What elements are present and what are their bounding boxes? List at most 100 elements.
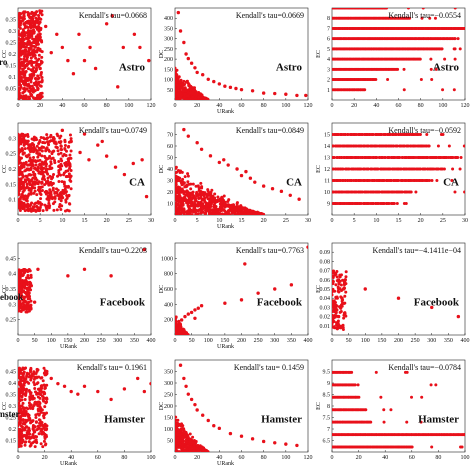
- data-point: [29, 203, 33, 207]
- data-point: [18, 185, 21, 189]
- data-point: [20, 166, 24, 170]
- data-point: [289, 283, 294, 287]
- y-axis-label: EC: [316, 285, 322, 293]
- x-tick-label: 40: [216, 103, 222, 109]
- data-point: [199, 304, 204, 308]
- data-point: [182, 79, 186, 83]
- y-tick-label: 12: [324, 167, 330, 173]
- data-point: [178, 170, 182, 174]
- data-point: [27, 415, 31, 419]
- data-point: [199, 196, 203, 200]
- data-point: [19, 382, 23, 386]
- data-point: [27, 143, 31, 147]
- y-tick-label: 50: [167, 156, 173, 162]
- kendall-tau-annotation: Kendall's tau=0.7763: [236, 246, 304, 255]
- data-point: [30, 12, 34, 16]
- data-point: [82, 132, 87, 136]
- data-point: [220, 212, 224, 215]
- data-point: [188, 213, 192, 215]
- data-point: [226, 163, 230, 167]
- data-point: [456, 156, 460, 159]
- data-point: [332, 269, 336, 273]
- data-point: [304, 93, 308, 98]
- data-point: [182, 40, 186, 45]
- data-point: [244, 169, 248, 174]
- y-tick-label: 150: [164, 67, 173, 73]
- x-axis-label: URank: [60, 461, 77, 467]
- y-tick-label: 0.2: [9, 167, 17, 173]
- data-point: [38, 191, 42, 195]
- data-point: [18, 269, 20, 273]
- data-point: [288, 193, 292, 197]
- data-point: [44, 149, 48, 153]
- data-point: [21, 70, 25, 74]
- data-point: [205, 202, 209, 206]
- data-point: [332, 325, 336, 329]
- y-tick-label: 800: [164, 272, 173, 278]
- data-point: [239, 173, 244, 178]
- data-point: [334, 308, 338, 312]
- data-point: [25, 199, 29, 203]
- data-point: [51, 182, 55, 186]
- data-point: [24, 94, 28, 98]
- data-point: [453, 37, 457, 41]
- data-point: [41, 166, 45, 170]
- y-tick-label: 1000: [161, 256, 173, 262]
- data-point: [52, 149, 56, 153]
- data-point: [192, 194, 196, 198]
- y-tick-label: 60: [167, 144, 173, 150]
- data-point: [59, 157, 63, 161]
- data-point: [42, 174, 46, 178]
- data-point: [332, 318, 335, 322]
- data-point: [191, 95, 195, 99]
- data-point: [261, 184, 266, 188]
- y-tick-label: 0.25: [6, 152, 17, 158]
- data-point: [186, 174, 190, 178]
- data-point: [239, 298, 244, 302]
- data-point: [23, 51, 27, 55]
- data-point: [27, 268, 31, 272]
- data-point: [332, 274, 335, 278]
- data-point: [402, 67, 406, 71]
- data-point: [199, 181, 203, 185]
- data-point: [36, 87, 40, 91]
- data-point: [32, 155, 36, 159]
- data-point: [217, 212, 221, 215]
- data-point: [113, 165, 118, 169]
- data-point: [33, 186, 37, 190]
- x-tick-label: 400: [461, 338, 470, 344]
- data-point: [42, 439, 46, 443]
- data-point: [62, 152, 66, 156]
- data-point: [51, 176, 55, 180]
- data-point: [462, 144, 465, 148]
- data-point: [44, 160, 48, 164]
- data-point: [140, 158, 144, 162]
- data-point: [26, 35, 30, 39]
- data-point: [32, 173, 36, 177]
- data-point: [382, 179, 386, 182]
- data-point: [40, 181, 44, 185]
- data-point: [176, 195, 180, 199]
- data-point: [40, 149, 44, 153]
- data-point: [144, 194, 149, 199]
- data-point: [29, 370, 33, 374]
- x-tick-label: 10: [373, 218, 379, 224]
- data-point: [18, 197, 22, 201]
- data-point: [418, 133, 422, 136]
- data-point: [18, 140, 20, 144]
- data-point: [18, 62, 21, 66]
- kendall-tau-annotation: Kendall's tau=0.2203: [79, 246, 147, 255]
- data-point: [211, 212, 215, 215]
- data-point: [23, 194, 27, 198]
- data-point: [31, 52, 35, 56]
- data-point: [339, 326, 343, 330]
- data-point: [341, 301, 345, 305]
- data-point: [218, 202, 222, 206]
- x-tick-label: 400: [304, 338, 313, 344]
- data-point: [414, 190, 418, 194]
- data-point: [22, 370, 26, 374]
- data-point: [189, 204, 193, 208]
- data-point: [344, 275, 348, 279]
- data-point: [400, 190, 404, 194]
- data-point: [48, 174, 52, 178]
